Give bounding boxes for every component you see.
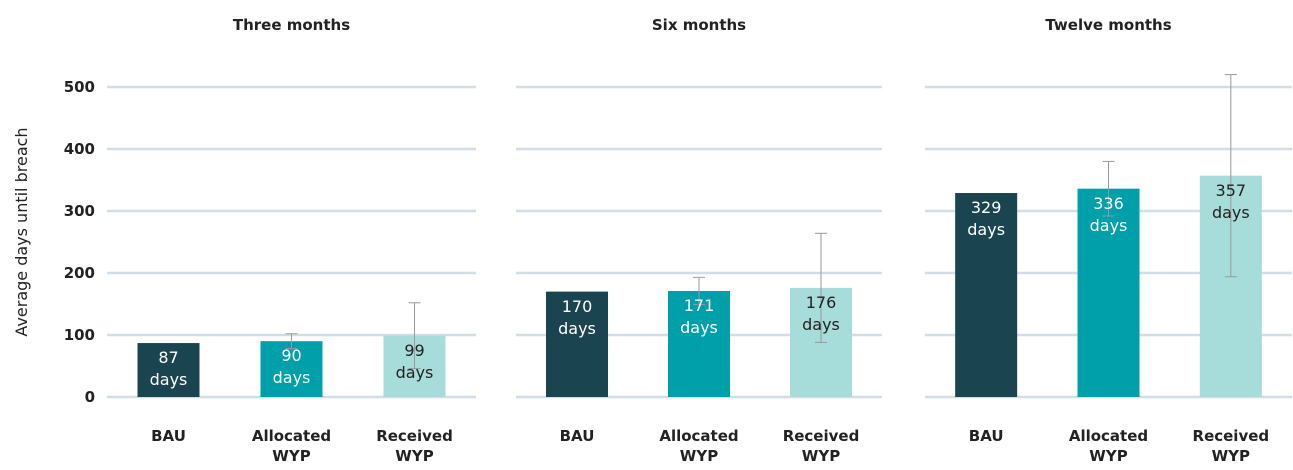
bar xyxy=(546,291,608,397)
x-tick-label: Received WYP xyxy=(1192,427,1270,465)
x-tick-label: Allocated WYP xyxy=(1068,427,1149,465)
panel-title: Six months xyxy=(651,16,747,34)
data-label: 357 days xyxy=(1211,180,1250,222)
y-tick-label: 200 xyxy=(63,264,95,282)
y-tick-label: 500 xyxy=(63,78,95,96)
error-bar xyxy=(408,302,421,369)
y-tick-label: 100 xyxy=(63,326,95,344)
error-bar xyxy=(1224,74,1237,278)
error-bar xyxy=(815,232,827,343)
bar xyxy=(955,193,1018,397)
data-label: 99 days xyxy=(395,340,434,382)
data-label: 329 days xyxy=(967,198,1006,240)
error-bar xyxy=(1102,160,1115,217)
y-axis-label: Average days until breach xyxy=(12,127,31,337)
y-tick-label: 300 xyxy=(63,202,95,220)
x-tick-label: Allocated WYP xyxy=(659,427,739,465)
panel-title: Three months xyxy=(232,16,351,34)
x-tick-label: BAU xyxy=(968,427,1004,445)
x-tick-label: BAU xyxy=(559,427,595,445)
bar xyxy=(668,290,730,397)
x-tick-label: BAU xyxy=(151,427,186,445)
error-bar xyxy=(285,333,298,350)
x-tick-label: Received WYP xyxy=(376,427,453,465)
data-label: 90 days xyxy=(272,346,311,388)
data-label: 170 days xyxy=(558,296,596,338)
bar xyxy=(260,341,323,397)
data-label: 171 days xyxy=(680,295,718,337)
error-bar xyxy=(693,276,705,306)
y-tick-label: 400 xyxy=(63,140,95,158)
panel-title: Twelve months xyxy=(1045,16,1172,34)
bar xyxy=(137,343,200,397)
y-tick-label: 0 xyxy=(84,388,95,406)
data-label: 87 days xyxy=(149,348,188,390)
data-label: 176 days xyxy=(802,292,840,334)
bar xyxy=(1077,188,1140,397)
x-tick-label: Allocated WYP xyxy=(251,427,332,465)
x-tick-label: Received WYP xyxy=(782,427,860,465)
data-label: 336 days xyxy=(1089,193,1128,235)
